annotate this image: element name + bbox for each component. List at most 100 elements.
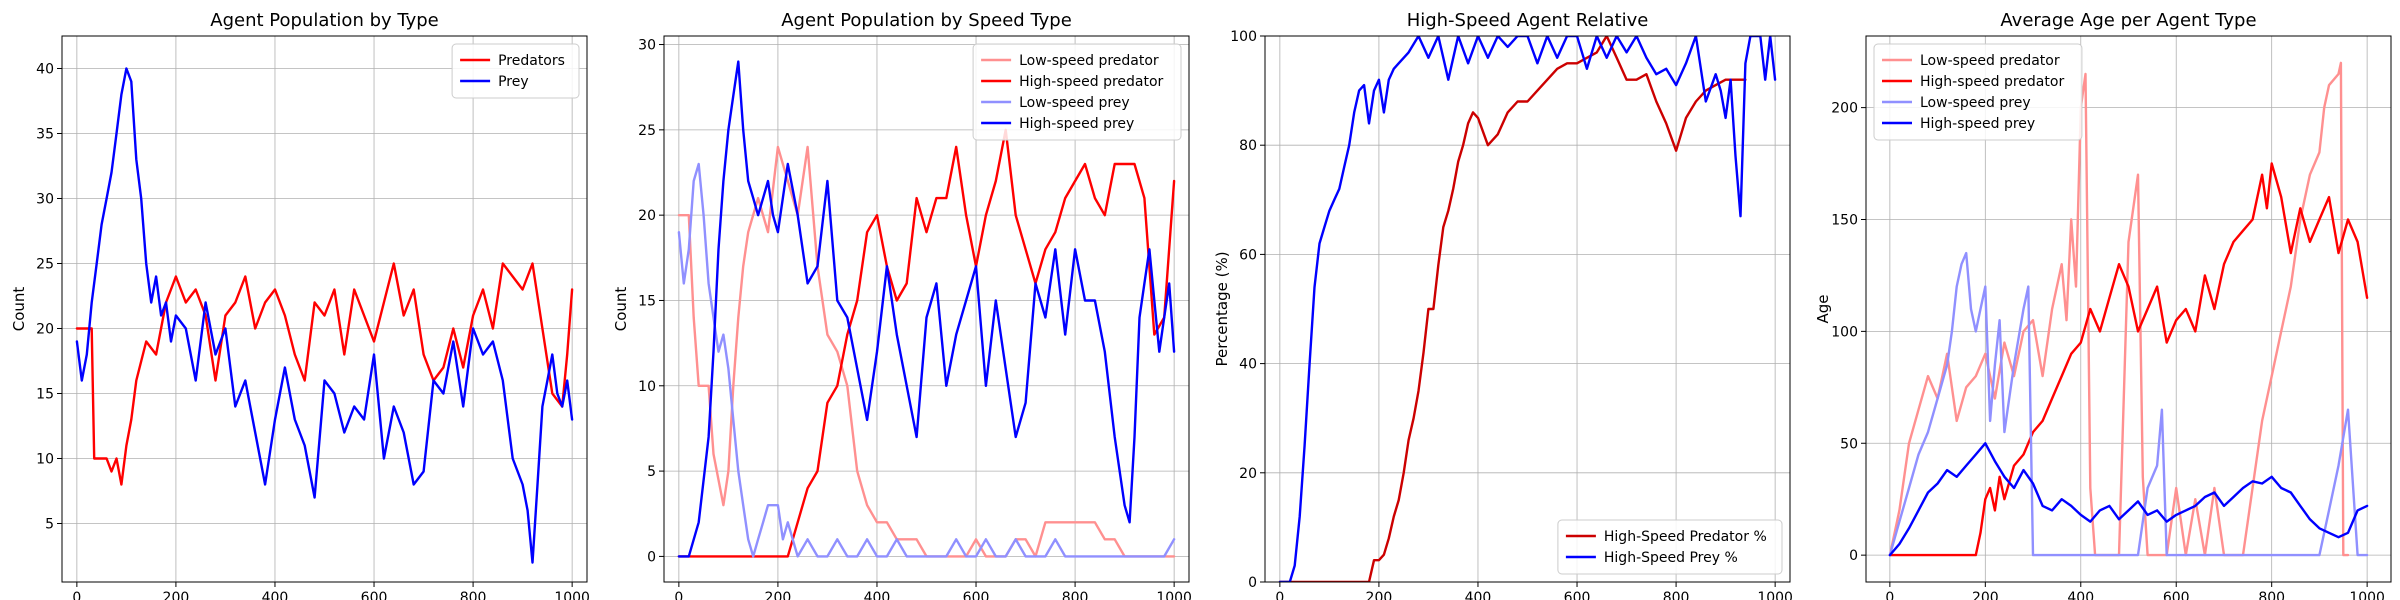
high-speed-relative-chart: 0 200 400 600 800 1000 0 20 40 60 80 100 High-Speed … (1213, 10, 1793, 600)
legend: Low-speed predator High-speed predator Low… (1873, 43, 2083, 141)
plot-frame (1264, 35, 1791, 583)
legend-label: Prey (498, 74, 529, 90)
y-tick-label: 10 (638, 379, 656, 395)
x-tick-label: 400 (864, 590, 891, 600)
legend-label: Low-speed predator (1019, 53, 1159, 69)
y-tick-label: 20 (638, 208, 656, 224)
legend-label: High-speed predator (1920, 74, 2064, 90)
population-by-speed-chart: 0 200 400 600 800 1000 0 5 10 15 20 25 30 Agent Popul… (612, 10, 1192, 600)
chart-title: Agent Population by Speed Type (781, 10, 1072, 31)
x-tick-label: 600 (361, 590, 388, 600)
y-tick-label: 150 (1831, 212, 1858, 228)
y-tick-label: 20 (36, 322, 54, 338)
legend-label: Low-speed predator (1920, 53, 2060, 69)
y-tick-label: 5 (45, 517, 54, 533)
y-tick-label: 100 (1230, 29, 1257, 45)
y-tick-label: 15 (36, 387, 54, 403)
y-tick-label: 0 (1248, 575, 1257, 591)
y-tick-label: 5 (647, 464, 656, 480)
chart-title: Average Age per Agent Type (2000, 10, 2256, 31)
chart-title: Agent Population by Type (210, 10, 438, 31)
legend-box (972, 43, 1182, 141)
legend: Low-speed predator High-speed predator Low… (972, 43, 1182, 141)
plot-frame (61, 35, 588, 583)
series-line-prey (75, 67, 574, 564)
y-axis-label: Age (1814, 294, 1832, 323)
legend-label: High-speed prey (1920, 116, 2035, 132)
x-tick-label: 200 (1972, 590, 1999, 600)
series-line-low-speed-prey (677, 162, 1176, 558)
chart-title: High-Speed Agent Relative (1407, 10, 1649, 31)
legend-box (451, 43, 580, 99)
legend-label: High-speed predator (1019, 74, 1163, 90)
x-tick-label: 200 (765, 590, 792, 600)
y-tick-label: 20 (1239, 466, 1257, 482)
legend-box (1557, 519, 1783, 575)
legend-label: Predators (498, 53, 565, 69)
series-group (75, 67, 574, 564)
y-tick-label: 40 (1239, 357, 1257, 373)
legend-box (1873, 43, 2083, 141)
y-tick-label: 10 (36, 452, 54, 468)
x-tick-label: 800 (1062, 590, 1089, 600)
series-line-high-speed-predator (1278, 36, 1747, 582)
series-line-low-speed-prey (1888, 251, 2369, 557)
y-axis-label: Count (10, 287, 28, 332)
grid-lines (62, 36, 587, 582)
x-tick-label: 800 (1663, 590, 1690, 600)
y-tick-label: 30 (36, 192, 54, 208)
y-tick-label: 200 (1831, 101, 1858, 117)
grid-lines (1265, 35, 1790, 583)
series-line-high-speed-prey (1278, 36, 1777, 582)
population-by-type-chart: 0 200 400 600 800 1000 5 10 15 20 25 30 35 40 Agent Po… (10, 10, 590, 600)
x-tick-label: 1000 (554, 590, 590, 600)
legend-label: Low-speed prey (1920, 95, 2031, 111)
legend-label: Low-speed prey (1019, 95, 1130, 111)
y-tick-label: 0 (647, 549, 656, 565)
y-tick-label: 0 (1849, 548, 1858, 564)
y-tick-label: 100 (1831, 324, 1858, 340)
x-tick-label: 800 (2258, 590, 2285, 600)
series-line-predators (75, 262, 574, 486)
plot-frame (663, 35, 1190, 583)
x-tick-label: 1000 (1156, 590, 1192, 600)
x-tick-label: 600 (963, 590, 990, 600)
x-tick-label: 0 (674, 590, 683, 600)
x-tick-label: 400 (2067, 590, 2094, 600)
series-group (677, 60, 1176, 558)
x-tick-label: 0 (1885, 590, 1894, 600)
y-tick-label: 35 (36, 127, 54, 143)
legend: High-Speed Predator % High-Speed Prey % (1557, 519, 1783, 575)
y-tick-label: 25 (36, 257, 54, 273)
y-axis-label: Percentage (%) (1213, 251, 1231, 366)
y-tick-label: 50 (1840, 436, 1858, 452)
series-group (1888, 61, 2369, 557)
legend-label: High-speed prey (1019, 116, 1134, 132)
series-line-high-speed-prey (1888, 442, 2369, 557)
y-tick-label: 40 (36, 62, 54, 78)
x-tick-label: 1000 (2349, 590, 2385, 600)
y-tick-label: 30 (638, 38, 656, 54)
x-tick-label: 400 (262, 590, 289, 600)
plot-frame (1865, 35, 2392, 583)
x-tick-label: 200 (163, 590, 190, 600)
series-line-low-speed-predator (677, 145, 1176, 558)
x-tick-label: 600 (1564, 590, 1591, 600)
y-axis-label: Count (612, 287, 630, 332)
x-tick-label: 200 (1366, 590, 1393, 600)
series-line-high-speed-prey (677, 60, 1176, 558)
y-tick-label: 25 (638, 123, 656, 139)
y-tick-label: 60 (1239, 247, 1257, 263)
series-line-high-speed-predator (677, 128, 1176, 558)
series-group (1278, 36, 1777, 582)
x-tick-label: 400 (1465, 590, 1492, 600)
x-tick-label: 1000 (1757, 590, 1793, 600)
legend-label: High-Speed Predator % (1604, 529, 1767, 545)
x-tick-label: 600 (2163, 590, 2190, 600)
x-tick-label: 0 (72, 590, 81, 600)
y-tick-label: 15 (638, 293, 656, 309)
x-tick-label: 0 (1275, 590, 1284, 600)
y-tick-label: 80 (1239, 138, 1257, 154)
x-tick-label: 800 (460, 590, 487, 600)
